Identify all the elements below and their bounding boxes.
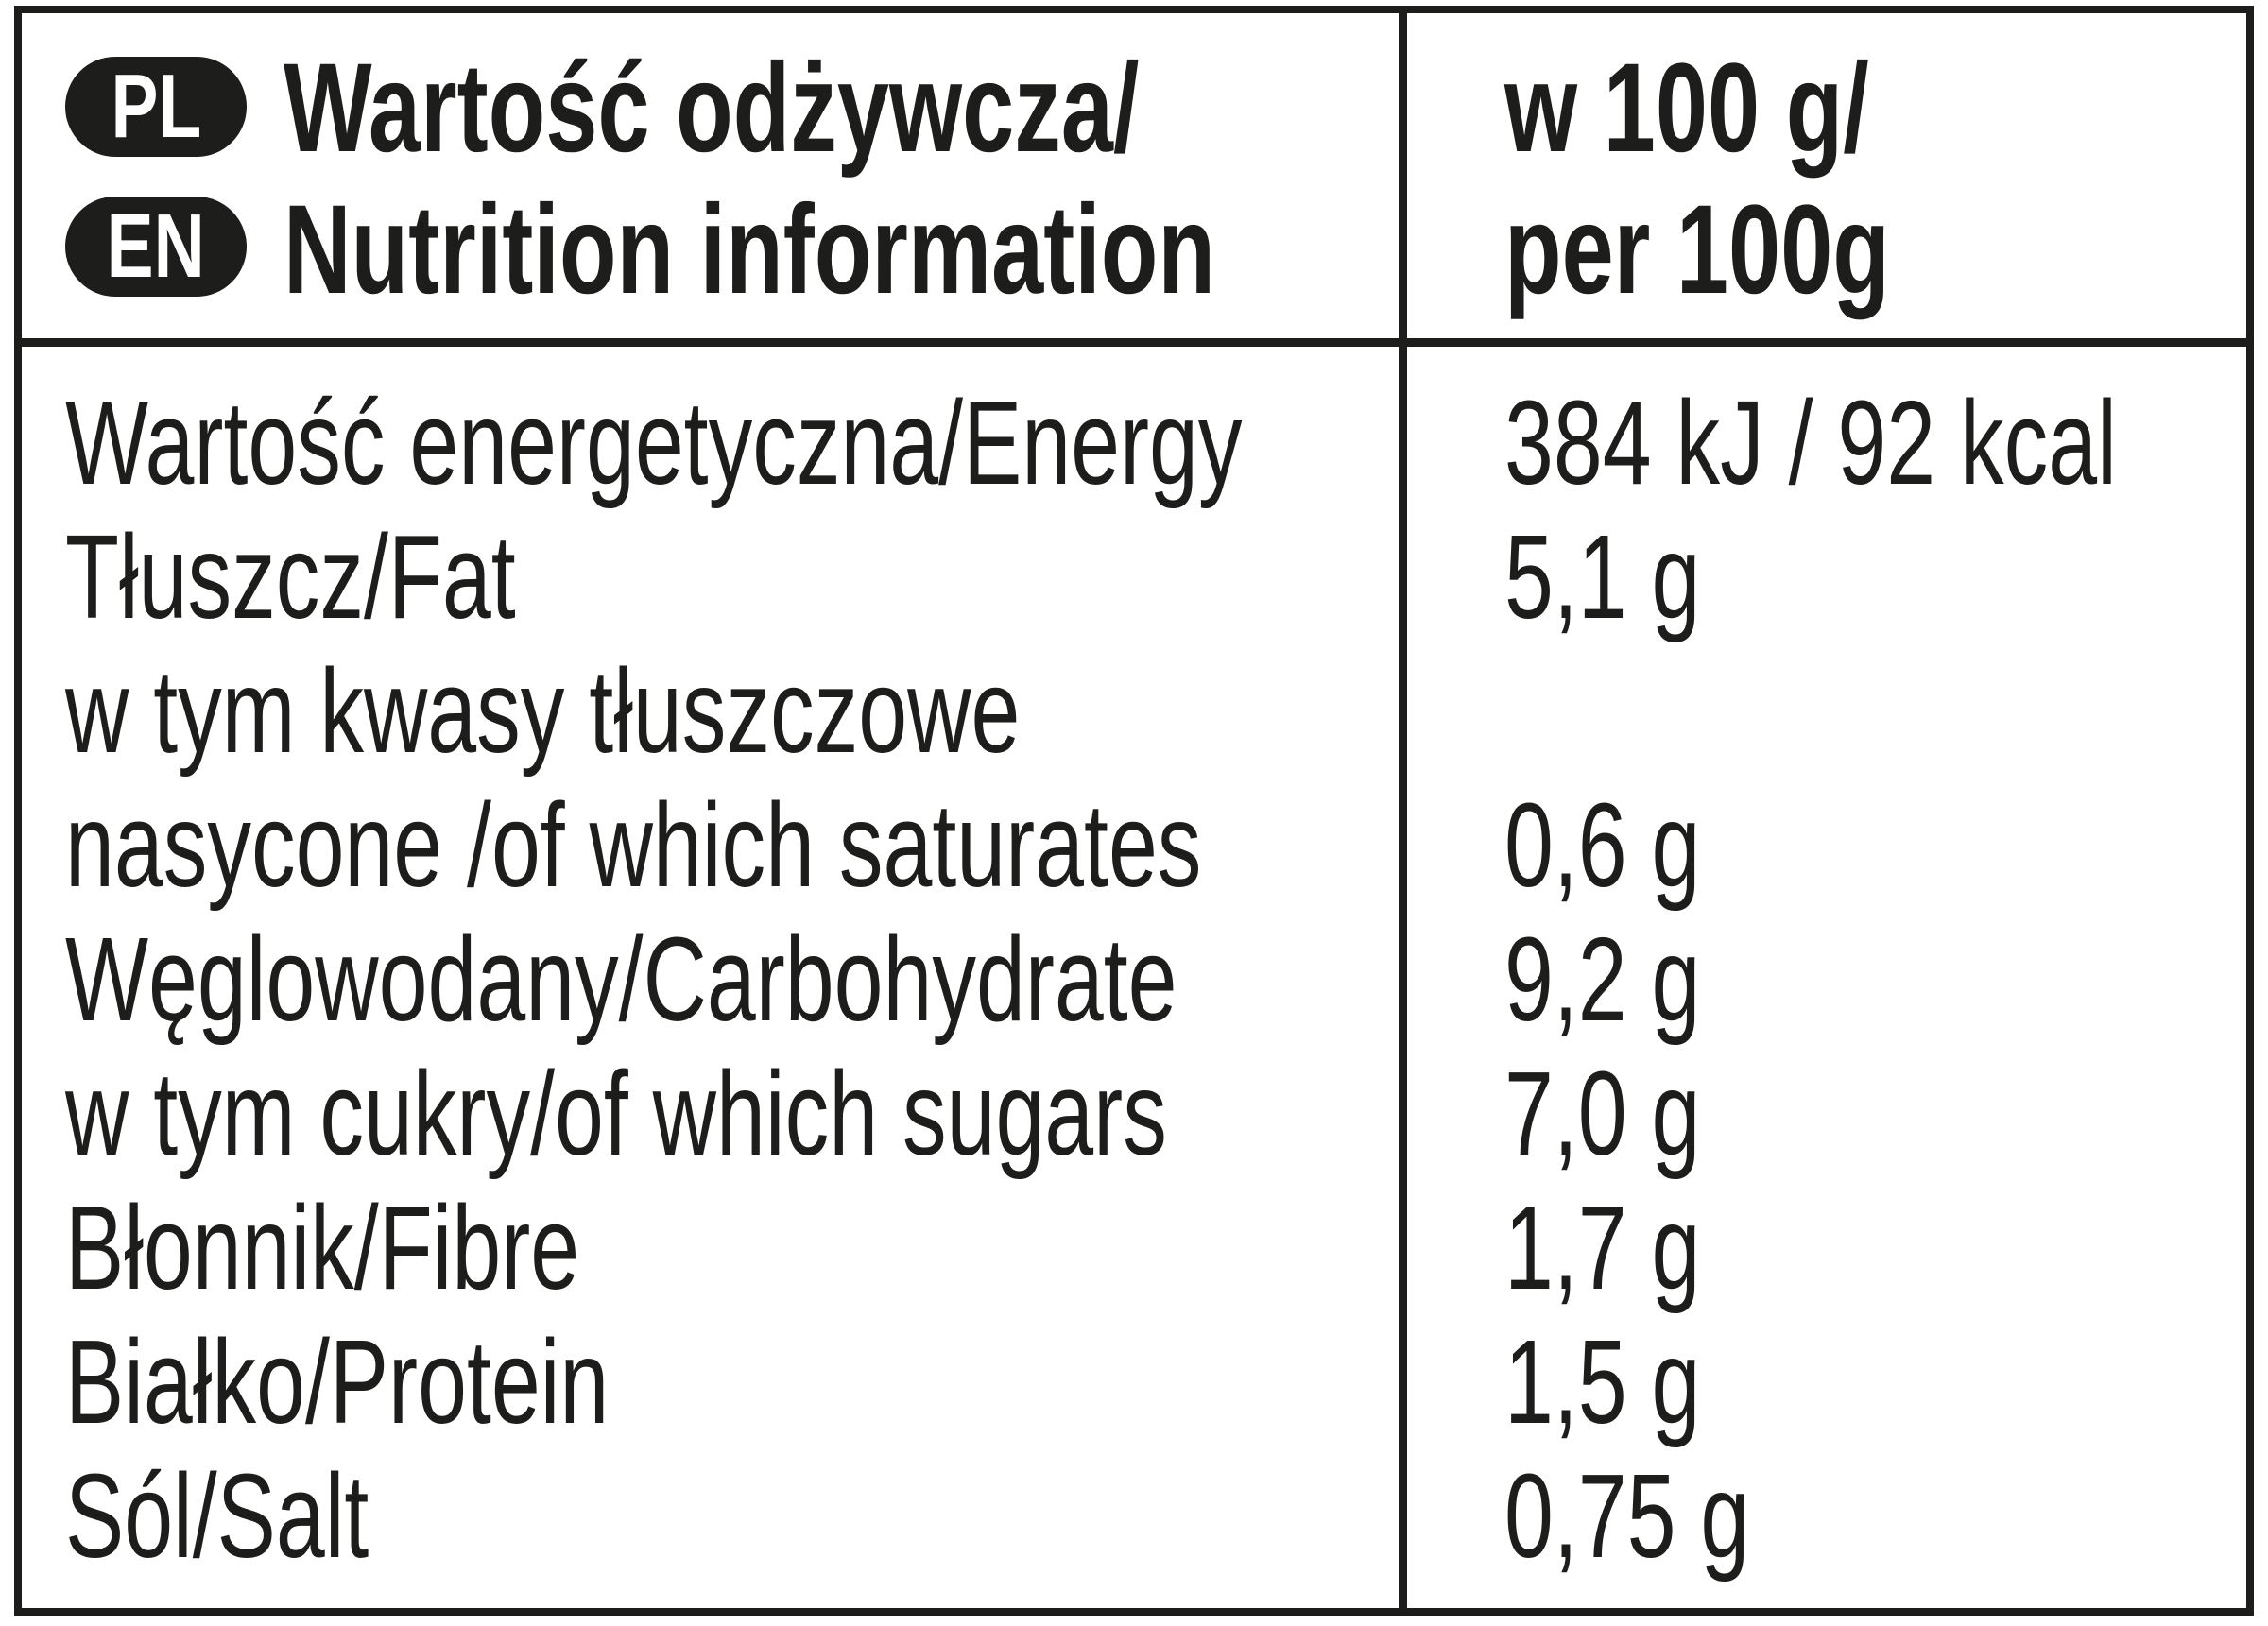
nutrient-value: 0,75 g [1504, 1449, 1750, 1583]
nutrient-label: w tym cukry/of which sugars [65, 1047, 1167, 1180]
nutrient-label: Wartość energetyczna/Energy [65, 376, 1243, 509]
header-per: per 100g [1504, 180, 1890, 320]
header-per: w 100 g/ [1504, 38, 1869, 179]
header-title: Nutrition information [284, 180, 1215, 320]
column-divider [1399, 6, 1407, 1616]
language-badge: EN [65, 197, 247, 297]
nutrient-value: 7,0 g [1504, 1047, 1701, 1180]
nutrient-value: 5,1 g [1504, 510, 1701, 643]
nutrient-value: 384 kJ / 92 kcal [1504, 376, 2117, 509]
table-border [14, 6, 2254, 1616]
nutrient-label: nasycone /of which saturates [65, 779, 1202, 912]
header-title: Wartość odżywcza/ [284, 38, 1140, 179]
nutrient-label: Białko/Protein [65, 1315, 610, 1448]
nutrient-label: Tłuszcz/Fat [65, 510, 516, 643]
nutrient-value: 1,7 g [1504, 1181, 1701, 1314]
language-badge: PL [65, 57, 247, 157]
nutrient-label: w tym kwasy tłuszczowe [65, 644, 1021, 778]
nutrient-value: 0,6 g [1504, 779, 1701, 912]
nutrient-label: Węglowodany/Carbohydrate [65, 913, 1177, 1046]
header-divider [14, 338, 2254, 347]
nutrient-label: Błonnik/Fibre [65, 1181, 580, 1314]
nutrient-label: Sól/Salt [65, 1449, 369, 1583]
nutrient-value: 9,2 g [1504, 913, 1701, 1046]
nutrient-value: 1,5 g [1504, 1315, 1701, 1448]
